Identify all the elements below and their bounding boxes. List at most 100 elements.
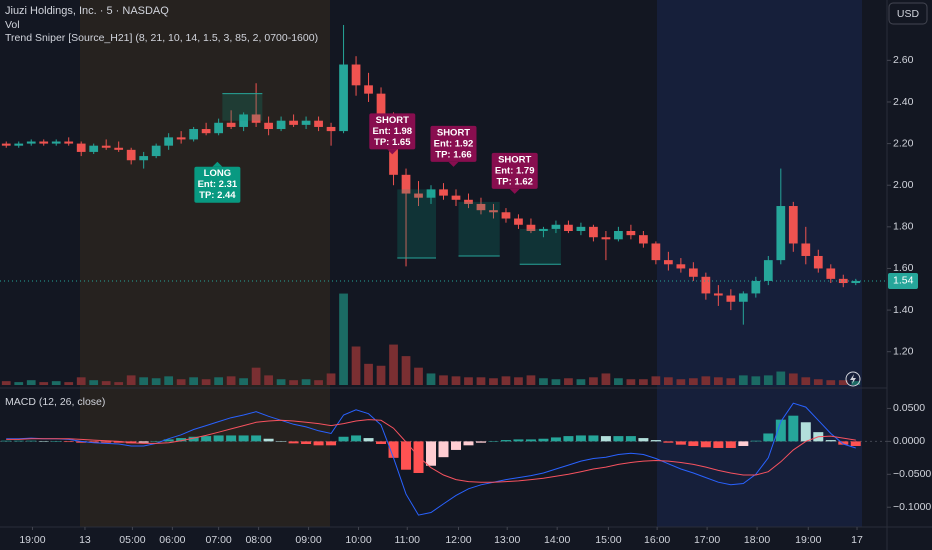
macd-histogram-bar	[850, 441, 861, 446]
macd-histogram-bar	[675, 441, 686, 445]
macd-histogram-bar	[438, 441, 449, 458]
macd-histogram-bar	[825, 440, 836, 442]
candle-body	[626, 231, 636, 236]
volume-bar	[514, 377, 523, 385]
macd-histogram-bar	[351, 435, 362, 442]
macd-histogram-bar	[63, 441, 74, 443]
x-tick-label: 16:00	[644, 534, 670, 546]
candle-body	[364, 85, 373, 94]
candle-body	[639, 235, 648, 244]
macd-histogram-bar	[363, 438, 374, 442]
signal-label-box	[194, 166, 241, 203]
replay-icon[interactable]	[845, 371, 861, 387]
macd-histogram-bar	[176, 438, 187, 442]
volume-bar	[664, 377, 673, 385]
signal-label-pointer	[212, 161, 223, 167]
volume-bar	[401, 356, 411, 385]
macd-title: MACD (12, 26, close)	[5, 396, 105, 408]
signal-label-text: TP: 1.62	[496, 176, 532, 187]
volume-bar	[451, 376, 461, 385]
volume-bar	[639, 379, 648, 385]
volume-bar	[101, 381, 111, 385]
volume-bar	[501, 376, 511, 385]
candle-body	[514, 218, 523, 225]
x-tick-label: 11:00	[395, 534, 421, 546]
tp-zone	[397, 189, 437, 259]
macd-histogram-bar	[201, 436, 212, 442]
volume-bar	[14, 382, 24, 385]
volume-bar	[51, 381, 61, 385]
candle-body	[164, 137, 174, 146]
volume-bar	[176, 379, 186, 385]
volume-bar	[851, 381, 861, 385]
volume-bar	[39, 382, 49, 385]
volume-bar	[351, 346, 361, 385]
candle-body	[151, 145, 161, 157]
candle-body	[601, 237, 611, 240]
last-price-box	[888, 272, 918, 289]
signal-label-box	[430, 125, 477, 162]
candle-body	[101, 145, 111, 148]
signal-label-text: Ent: 1.98	[372, 126, 412, 137]
volume-bar	[376, 365, 386, 385]
candle-body	[713, 293, 723, 296]
macd-histogram-bar	[113, 441, 124, 443]
volume-bar	[314, 380, 323, 385]
y-tick-label: −0.0500	[893, 468, 931, 480]
currency-button[interactable]	[888, 2, 928, 25]
y-tick-label: 1.80	[893, 221, 914, 233]
candle-body	[176, 137, 186, 140]
volume-bar	[776, 371, 786, 385]
x-tick-label: 14:00	[544, 534, 570, 546]
candle-body	[701, 276, 711, 294]
volume-bar	[676, 379, 686, 385]
x-tick-label: 19:00	[795, 534, 821, 546]
x-tick-label: 07:00	[205, 534, 231, 546]
volume-bar	[239, 378, 248, 385]
volume-bar	[614, 378, 623, 385]
y-tick-label: 0.0500	[893, 402, 925, 414]
candle-body	[464, 199, 473, 204]
candle-body	[501, 212, 511, 219]
macd-histogram-bar	[376, 441, 387, 445]
candle-body	[851, 280, 861, 284]
macd-histogram-bar	[500, 440, 511, 442]
macd-histogram-bar	[401, 441, 412, 470]
macd-histogram-bar	[525, 439, 536, 442]
volume-bar	[339, 293, 348, 385]
macd-histogram-bar	[226, 435, 237, 442]
signal-label-text: SHORT	[376, 115, 409, 126]
macd-histogram-bar	[725, 441, 736, 448]
candle-body	[414, 193, 423, 198]
volume-bar	[89, 380, 99, 385]
macd-histogram-bar	[663, 441, 674, 443]
candle-body	[326, 126, 336, 132]
volume-bar	[738, 375, 748, 385]
currency-label[interactable]: USD	[897, 8, 920, 20]
signal-label-text: SHORT	[437, 127, 470, 138]
macd-histogram-bar	[313, 441, 324, 446]
signal-line	[6, 419, 856, 483]
macd-histogram-bar	[138, 441, 149, 443]
volume-bar	[264, 375, 273, 385]
candle-body	[664, 260, 673, 265]
volume-bar	[414, 367, 423, 385]
candle-body	[776, 206, 786, 261]
y-tick-label: 2.20	[893, 137, 914, 149]
signal-label-text: TP: 1.66	[435, 149, 471, 160]
candle-body	[251, 114, 261, 123]
macd-line	[6, 402, 856, 516]
signal-label-box	[491, 152, 538, 189]
x-tick-label: 15:00	[595, 534, 621, 546]
x-tick-label: 06:00	[159, 534, 185, 546]
macd-histogram-bar	[263, 438, 274, 442]
candle-body	[489, 210, 498, 213]
volume-bar	[439, 375, 448, 385]
candle-body	[801, 243, 811, 256]
x-tick-label: 13:00	[494, 534, 520, 546]
y-tick-label: 1.40	[893, 304, 914, 316]
x-tick-label: 18:00	[744, 534, 770, 546]
volume-bar	[838, 380, 848, 385]
